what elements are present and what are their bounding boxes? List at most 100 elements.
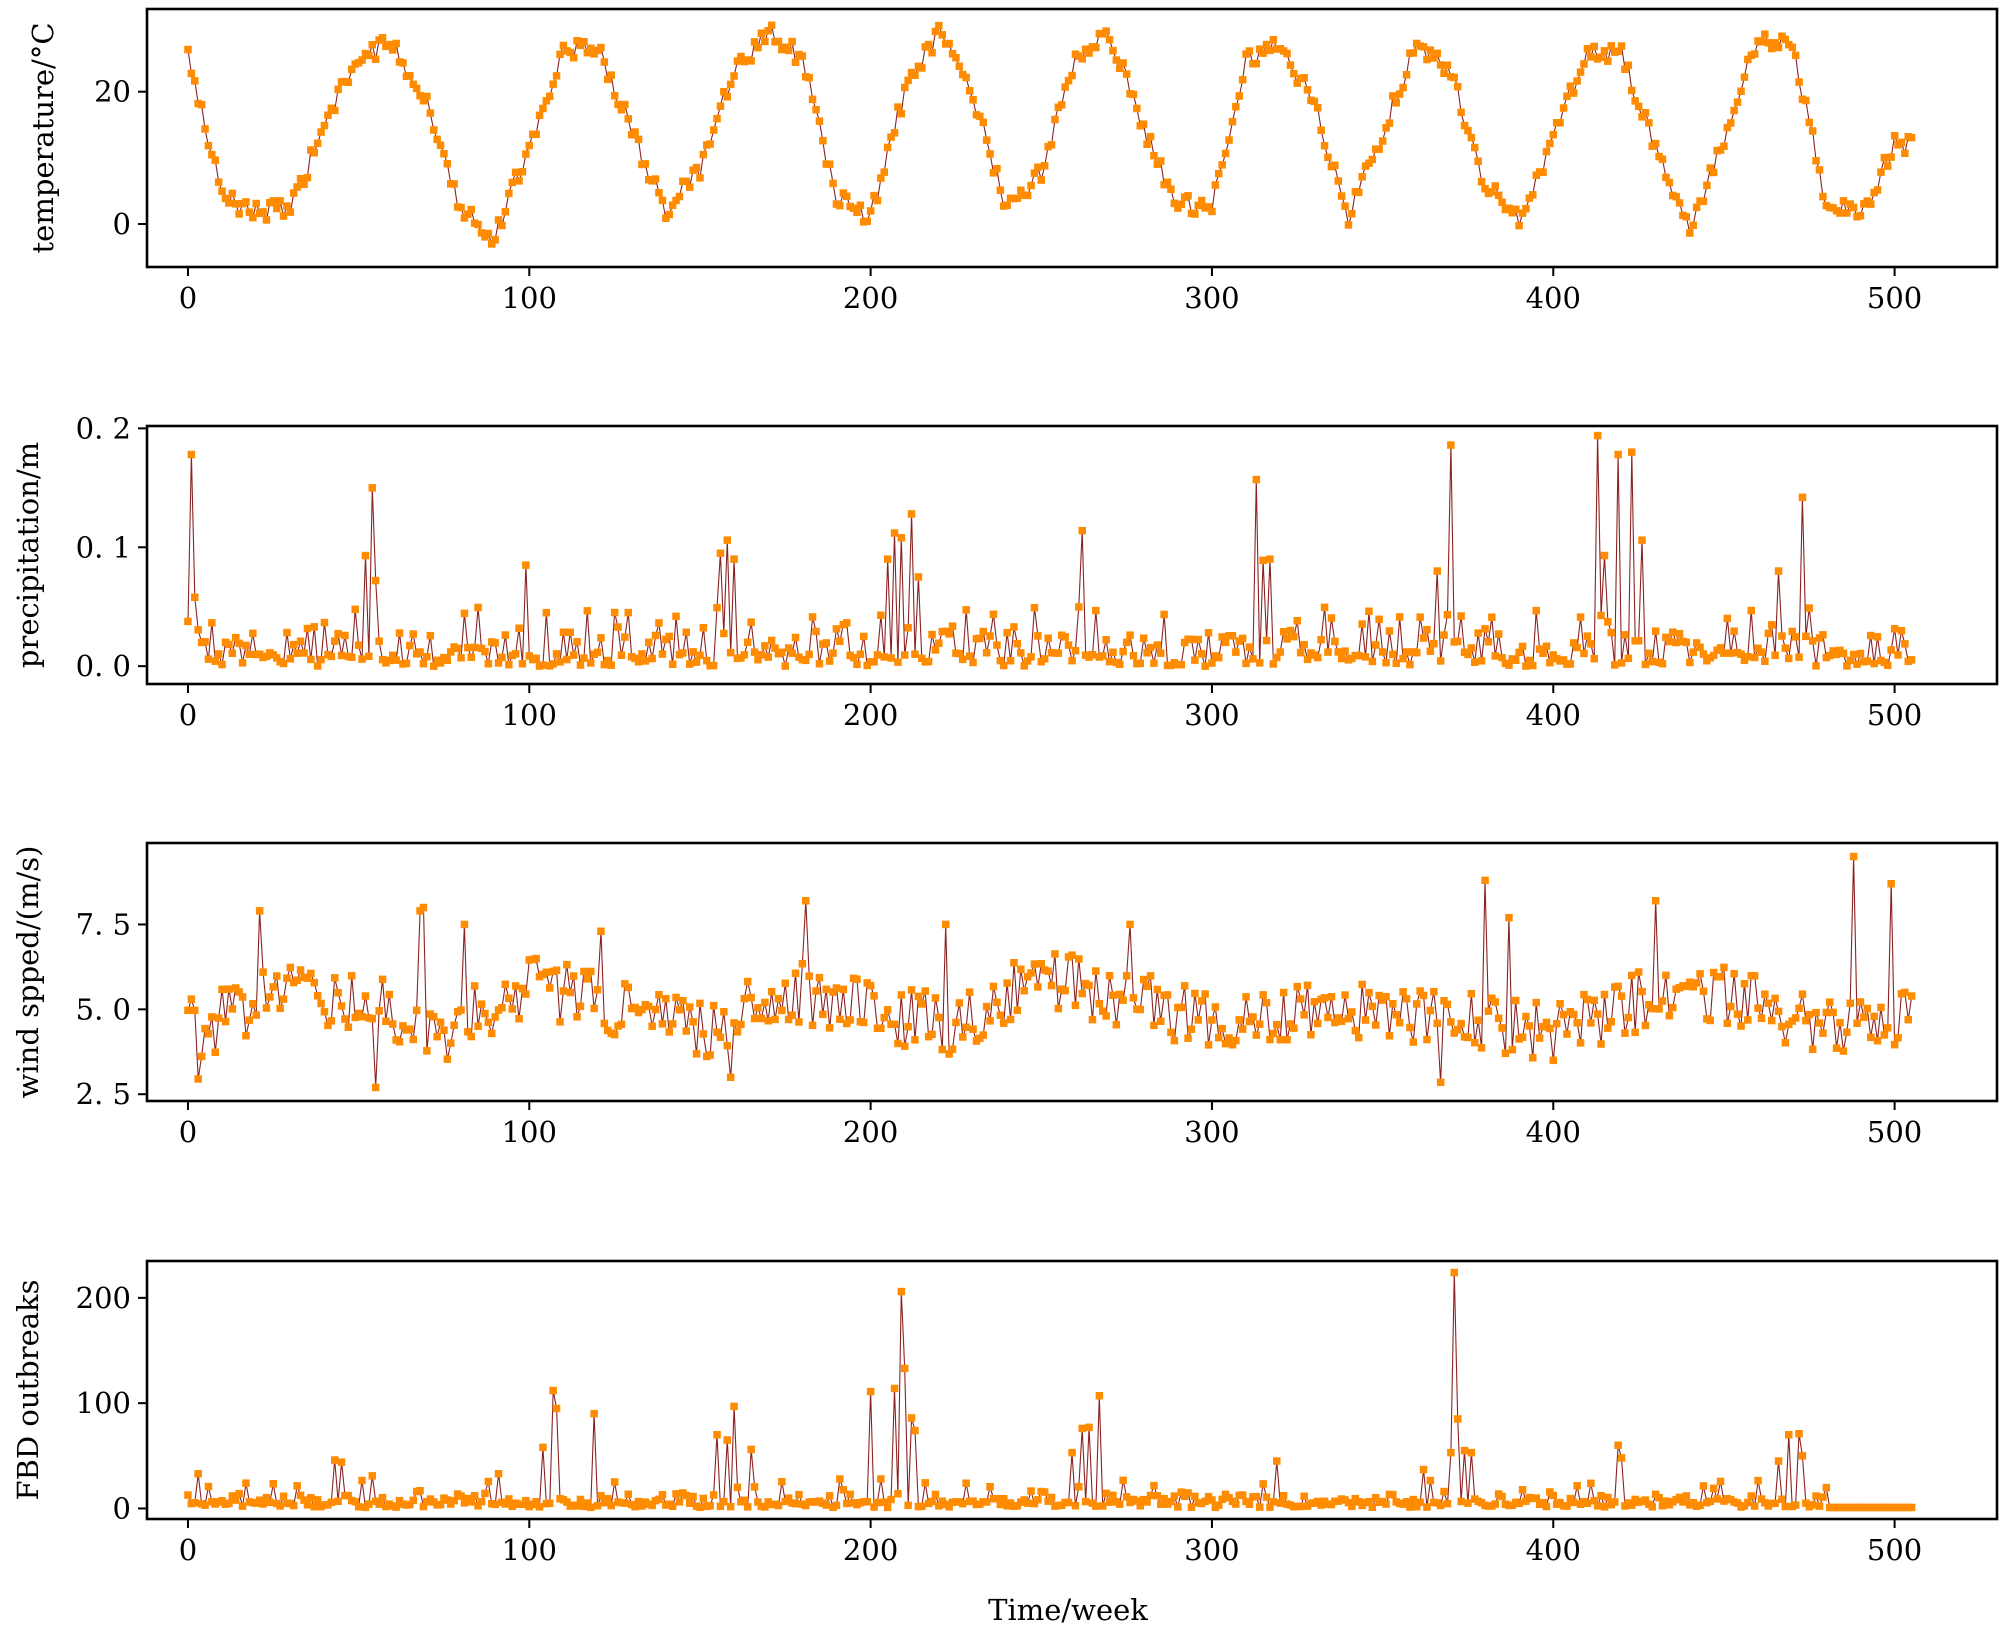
data-point [549, 80, 557, 88]
data-point [1245, 643, 1254, 651]
data-point [1808, 127, 1817, 135]
data-point [440, 1026, 448, 1034]
data-point [1853, 1019, 1861, 1027]
data-point [1576, 613, 1585, 621]
data-point [822, 985, 830, 994]
data-point [313, 662, 322, 670]
data-point [1382, 124, 1390, 132]
data-point [293, 1482, 301, 1490]
data-point [1587, 1479, 1595, 1488]
data-point [1791, 633, 1800, 641]
data-point [518, 660, 527, 668]
data-point [1563, 1030, 1571, 1038]
data-point [348, 65, 356, 74]
data-point [1522, 1012, 1530, 1021]
data-point [583, 607, 592, 615]
data-point [1877, 168, 1885, 176]
data-point [1436, 61, 1445, 69]
data-point [1546, 658, 1554, 667]
data-point [1423, 1035, 1431, 1044]
data-point [1884, 1024, 1892, 1032]
data-point [1286, 61, 1295, 69]
data-point [303, 1501, 312, 1509]
data-point [631, 1502, 639, 1511]
data-point [587, 659, 595, 667]
data-point [1641, 1021, 1650, 1030]
data-point [788, 37, 796, 46]
data-point [1822, 1483, 1831, 1492]
data-point [1488, 613, 1496, 621]
data-point [1515, 648, 1523, 657]
data-point [348, 972, 356, 980]
data-point [819, 136, 827, 145]
data-point [836, 1015, 844, 1023]
data-point [1692, 979, 1701, 987]
data-point [317, 999, 325, 1008]
data-point [1293, 982, 1301, 991]
data-point [781, 662, 789, 670]
data-point [1628, 448, 1636, 456]
data-point [481, 1009, 489, 1018]
x-tick-label: 0 [179, 281, 197, 315]
data-point [1737, 87, 1745, 95]
data-point [1798, 1452, 1807, 1460]
data-point [1167, 1497, 1175, 1506]
data-point [426, 109, 435, 117]
x-tick-label: 400 [1526, 698, 1581, 732]
data-point [1494, 630, 1503, 638]
data-point [621, 1499, 629, 1507]
data-point [1023, 191, 1032, 200]
data-point [430, 1013, 438, 1021]
data-point [1150, 659, 1158, 667]
data-point [225, 640, 233, 649]
data-point [494, 659, 503, 667]
data-point [877, 174, 885, 182]
data-point [191, 77, 199, 85]
data-point [320, 1008, 329, 1016]
data-point [1880, 1031, 1889, 1039]
data-point [1122, 1493, 1131, 1501]
data-point [788, 649, 796, 657]
data-point [720, 1008, 728, 1016]
data-point [819, 1010, 827, 1019]
data-point [1331, 161, 1339, 169]
data-point [1764, 999, 1773, 1007]
data-point [416, 1487, 424, 1495]
data-point [436, 1018, 445, 1026]
data-point [648, 1501, 656, 1510]
data-point [307, 655, 315, 664]
data-point [610, 1030, 619, 1039]
data-point [1296, 995, 1305, 1003]
data-point [655, 991, 663, 999]
data-point [1303, 86, 1312, 94]
data-point [921, 1479, 929, 1487]
data-point [259, 208, 267, 216]
data-point [1078, 55, 1086, 63]
data-point [836, 637, 844, 645]
data-point [1512, 996, 1520, 1005]
data-point [1413, 1000, 1421, 1008]
x-tick-label: 0 [179, 1533, 197, 1567]
data-point [334, 1497, 342, 1505]
data-point [703, 656, 711, 665]
data-point [655, 619, 663, 627]
data-point [1419, 1465, 1428, 1474]
data-point [928, 49, 936, 57]
data-point [1368, 1503, 1377, 1511]
data-point [542, 968, 551, 976]
data-point [1655, 1494, 1663, 1502]
data-point [1477, 1044, 1486, 1052]
data-point [532, 130, 540, 138]
data-point [225, 985, 233, 993]
data-point [1040, 1488, 1049, 1496]
data-point [1119, 647, 1127, 656]
data-point [720, 1498, 728, 1506]
data-point [1122, 70, 1131, 78]
data-point [1392, 99, 1400, 107]
data-point [1583, 45, 1592, 53]
data-point [1532, 1494, 1540, 1502]
data-point [436, 141, 445, 149]
data-point [1651, 897, 1660, 905]
data-point [1750, 653, 1759, 662]
data-point [1406, 1023, 1414, 1032]
